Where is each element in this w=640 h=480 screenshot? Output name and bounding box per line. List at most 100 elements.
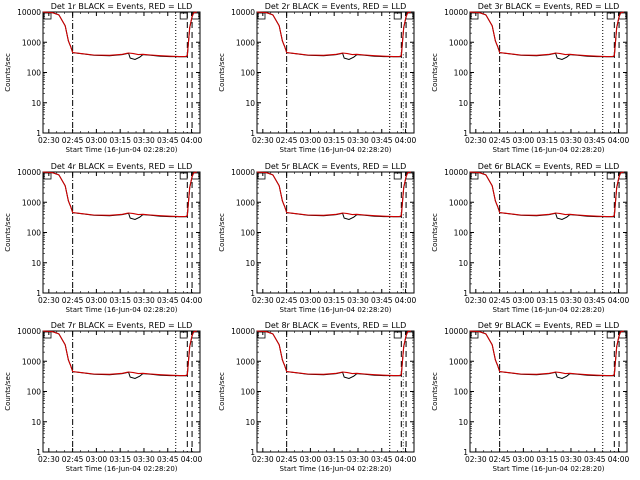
lld-series-line bbox=[42, 171, 197, 218]
x-tick-label: 02:45 bbox=[62, 136, 84, 145]
y-axis-label: Counts/sec bbox=[218, 372, 226, 411]
lld-series-line bbox=[469, 171, 624, 218]
y-tick-label: 100 bbox=[241, 69, 256, 78]
x-axis-label: Start Time (16-Jun-04 02:28:20) bbox=[493, 465, 605, 473]
y-axis-label: Counts/sec bbox=[431, 213, 439, 252]
y-tick-label: 100 bbox=[454, 229, 469, 238]
x-axis-label: Start Time (16-Jun-04 02:28:20) bbox=[280, 465, 392, 473]
y-tick-label: 100 bbox=[454, 69, 469, 78]
corner-marker-box bbox=[393, 172, 402, 180]
lld-series-line bbox=[256, 171, 411, 218]
x-tick-label: 03:30 bbox=[347, 296, 369, 305]
y-tick-label: 10 bbox=[458, 259, 468, 268]
x-tick-label: 03:30 bbox=[133, 455, 155, 464]
x-tick-label: 03:30 bbox=[560, 296, 582, 305]
detector-panel-1: Det 1r BLACK = Events, RED = LLD 1 10 100 10… bbox=[4, 2, 203, 154]
corner-marker-box bbox=[43, 172, 52, 180]
y-axis-label: Counts/sec bbox=[4, 53, 12, 92]
detector-panel-9: Det 9r BLACK = Events, RED = LLD 1 10 100 10… bbox=[431, 321, 630, 473]
x-tick-label: 04:00 bbox=[181, 455, 203, 464]
corner-marker-box bbox=[179, 12, 188, 20]
x-tick-label: 03:45 bbox=[371, 136, 393, 145]
x-tick-label: 04:00 bbox=[608, 296, 630, 305]
x-tick-label: 03:00 bbox=[300, 136, 322, 145]
corner-marker-box bbox=[470, 331, 479, 339]
x-tick-label: 03:30 bbox=[347, 455, 369, 464]
panel-title: Det 9r BLACK = Events, RED = LLD bbox=[478, 321, 620, 330]
x-tick-label: 04:00 bbox=[395, 296, 417, 305]
x-axis-label: Start Time (16-Jun-04 02:28:20) bbox=[280, 146, 392, 154]
x-tick-label: 03:00 bbox=[300, 455, 322, 464]
panel-title: Det 2r BLACK = Events, RED = LLD bbox=[265, 2, 407, 11]
events-series-line bbox=[469, 11, 624, 61]
corner-marker-box bbox=[257, 172, 266, 180]
x-tick-label: 02:45 bbox=[276, 455, 298, 464]
x-tick-label: 02:45 bbox=[276, 136, 298, 145]
panel-title: Det 5r BLACK = Events, RED = LLD bbox=[265, 162, 407, 171]
y-tick-label: 10000 bbox=[231, 168, 255, 177]
y-tick-label: 1 bbox=[36, 289, 41, 298]
corner-marker-box bbox=[179, 172, 188, 180]
x-tick-label: 03:15 bbox=[323, 296, 345, 305]
corner-marker-box bbox=[606, 331, 615, 339]
y-axis-label: Counts/sec bbox=[4, 213, 12, 252]
x-tick-label: 02:30 bbox=[252, 455, 274, 464]
y-tick-label: 1 bbox=[463, 448, 468, 457]
y-tick-label: 1000 bbox=[236, 38, 255, 47]
x-tick-label: 03:45 bbox=[157, 455, 179, 464]
lld-series-line bbox=[42, 330, 197, 377]
detector-panel-8: Det 8r BLACK = Events, RED = LLD 1 10 100 10… bbox=[218, 321, 417, 473]
x-tick-label: 03:45 bbox=[584, 296, 606, 305]
y-tick-label: 10000 bbox=[444, 168, 468, 177]
y-tick-label: 100 bbox=[27, 229, 42, 238]
lld-series-line bbox=[42, 11, 197, 58]
x-tick-label: 03:15 bbox=[109, 455, 131, 464]
x-tick-label: 03:15 bbox=[323, 136, 345, 145]
y-tick-label: 10 bbox=[458, 418, 468, 427]
x-tick-label: 03:15 bbox=[323, 455, 345, 464]
x-tick-label: 02:30 bbox=[38, 455, 60, 464]
panel-title: Det 6r BLACK = Events, RED = LLD bbox=[478, 162, 620, 171]
x-tick-label: 03:00 bbox=[513, 136, 535, 145]
x-tick-label: 02:30 bbox=[38, 296, 60, 305]
x-axis-label: Start Time (16-Jun-04 02:28:20) bbox=[66, 146, 178, 154]
y-tick-label: 1000 bbox=[449, 38, 468, 47]
x-tick-label: 03:00 bbox=[300, 296, 322, 305]
x-tick-label: 03:15 bbox=[536, 455, 558, 464]
x-tick-label: 03:00 bbox=[513, 296, 535, 305]
x-tick-label: 02:45 bbox=[62, 455, 84, 464]
lld-series-line bbox=[256, 11, 411, 58]
detector-panel-7: Det 7r BLACK = Events, RED = LLD 1 10 100 10… bbox=[4, 321, 203, 473]
events-series-line bbox=[256, 11, 411, 61]
x-tick-label: 03:00 bbox=[86, 136, 108, 145]
x-tick-label: 03:45 bbox=[584, 455, 606, 464]
events-series-line bbox=[42, 11, 197, 61]
x-tick-label: 03:15 bbox=[536, 296, 558, 305]
y-tick-label: 100 bbox=[241, 388, 256, 397]
x-tick-label: 04:00 bbox=[181, 136, 203, 145]
x-tick-label: 03:30 bbox=[560, 455, 582, 464]
x-tick-label: 02:30 bbox=[38, 136, 60, 145]
corner-marker-box bbox=[393, 331, 402, 339]
y-tick-label: 1000 bbox=[236, 357, 255, 366]
panel-title: Det 7r BLACK = Events, RED = LLD bbox=[51, 321, 193, 330]
detector-panel-2: Det 2r BLACK = Events, RED = LLD 1 10 100 10… bbox=[218, 2, 417, 154]
x-tick-label: 04:00 bbox=[181, 296, 203, 305]
events-series-line bbox=[469, 171, 624, 221]
lld-series-line bbox=[469, 11, 624, 58]
x-axis-label: Start Time (16-Jun-04 02:28:20) bbox=[66, 465, 178, 473]
corner-marker-box bbox=[43, 331, 52, 339]
y-tick-label: 10 bbox=[31, 99, 41, 108]
lld-series-line bbox=[469, 330, 624, 377]
x-tick-label: 03:45 bbox=[157, 136, 179, 145]
corner-marker-box bbox=[179, 331, 188, 339]
y-tick-label: 1000 bbox=[22, 38, 41, 47]
y-tick-label: 10 bbox=[245, 418, 255, 427]
y-tick-label: 1 bbox=[250, 448, 255, 457]
corner-marker-box bbox=[43, 12, 52, 20]
y-axis-label: Counts/sec bbox=[431, 372, 439, 411]
y-tick-label: 10000 bbox=[444, 327, 468, 336]
events-series-line bbox=[256, 330, 411, 380]
events-series-line bbox=[42, 171, 197, 221]
